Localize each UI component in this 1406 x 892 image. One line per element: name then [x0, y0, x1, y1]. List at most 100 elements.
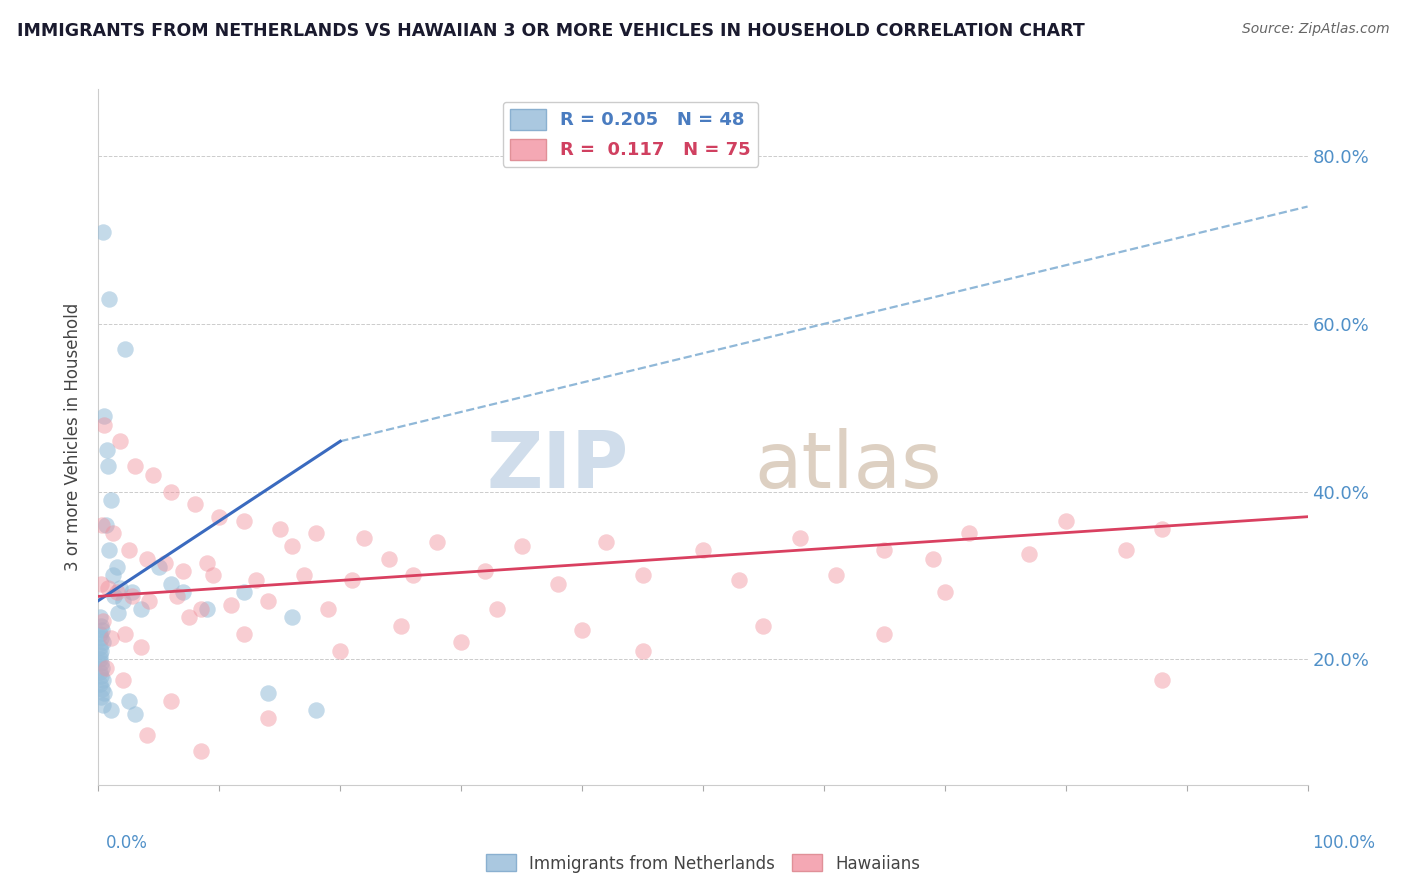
Point — [1018, 548, 1040, 562]
Point — [90, 644, 112, 658]
Point — [232, 514, 254, 528]
Point — [1152, 673, 1174, 688]
Point — [631, 568, 654, 582]
Point — [208, 509, 231, 524]
Point — [101, 568, 124, 582]
Point — [90, 618, 112, 632]
Point — [426, 534, 449, 549]
Point — [245, 573, 267, 587]
Point — [121, 590, 143, 604]
Point — [108, 434, 131, 449]
Point — [91, 225, 114, 239]
Point — [138, 593, 160, 607]
Point — [124, 459, 146, 474]
Text: ZIP: ZIP — [486, 428, 628, 504]
Point — [89, 627, 111, 641]
Point — [98, 292, 121, 306]
Point — [107, 606, 129, 620]
Point — [89, 677, 111, 691]
Point — [921, 551, 943, 566]
Point — [90, 669, 112, 683]
Point — [269, 522, 291, 536]
Y-axis label: 3 or more Vehicles in Household: 3 or more Vehicles in Household — [65, 303, 83, 571]
Point — [89, 610, 111, 624]
Point — [571, 623, 593, 637]
Point — [91, 660, 114, 674]
Point — [595, 534, 617, 549]
Point — [93, 409, 115, 424]
Point — [316, 602, 339, 616]
Point — [100, 702, 122, 716]
Point — [389, 618, 412, 632]
Point — [1152, 522, 1174, 536]
Point — [179, 610, 201, 624]
Point — [111, 673, 134, 688]
Text: IMMIGRANTS FROM NETHERLANDS VS HAWAIIAN 3 OR MORE VEHICLES IN HOUSEHOLD CORRELAT: IMMIGRANTS FROM NETHERLANDS VS HAWAIIAN … — [17, 22, 1084, 40]
Point — [450, 635, 472, 649]
Point — [873, 627, 896, 641]
Point — [172, 564, 194, 578]
Point — [103, 590, 125, 604]
Point — [129, 602, 152, 616]
Point — [96, 442, 118, 457]
Point — [281, 610, 304, 624]
Point — [91, 615, 114, 629]
Point — [305, 702, 328, 716]
Point — [873, 543, 896, 558]
Point — [105, 560, 128, 574]
Point — [232, 627, 254, 641]
Text: Source: ZipAtlas.com: Source: ZipAtlas.com — [1241, 22, 1389, 37]
Point — [160, 576, 183, 591]
Point — [142, 467, 165, 482]
Point — [91, 698, 114, 713]
Point — [202, 568, 225, 582]
Point — [89, 665, 111, 679]
Point — [195, 602, 218, 616]
Point — [153, 556, 176, 570]
Point — [160, 694, 183, 708]
Point — [114, 342, 136, 356]
Point — [190, 602, 212, 616]
Point — [184, 497, 207, 511]
Legend: R = 0.205   N = 48, R =  0.117   N = 75: R = 0.205 N = 48, R = 0.117 N = 75 — [502, 102, 758, 167]
Point — [281, 539, 304, 553]
Point — [342, 573, 364, 587]
Point — [692, 543, 714, 558]
Point — [90, 576, 112, 591]
Point — [94, 660, 117, 674]
Point — [789, 531, 811, 545]
Point — [118, 694, 141, 708]
Point — [1054, 514, 1077, 528]
Point — [752, 618, 775, 632]
Point — [111, 593, 134, 607]
Point — [305, 526, 328, 541]
Text: 0.0%: 0.0% — [105, 834, 148, 852]
Legend: Immigrants from Netherlands, Hawaiians: Immigrants from Netherlands, Hawaiians — [479, 847, 927, 880]
Point — [89, 640, 111, 654]
Point — [1115, 543, 1137, 558]
Point — [221, 598, 243, 612]
Point — [93, 686, 115, 700]
Point — [97, 581, 120, 595]
Point — [101, 526, 124, 541]
Point — [474, 564, 496, 578]
Point — [825, 568, 848, 582]
Point — [97, 459, 120, 474]
Point — [256, 711, 278, 725]
Point — [90, 632, 112, 646]
Point — [93, 417, 115, 432]
Point — [631, 644, 654, 658]
Point — [135, 551, 157, 566]
Point — [232, 585, 254, 599]
Point — [353, 531, 375, 545]
Point — [91, 635, 114, 649]
Point — [135, 728, 157, 742]
Point — [166, 590, 188, 604]
Point — [329, 644, 352, 658]
Point — [728, 573, 751, 587]
Point — [121, 585, 143, 599]
Point — [402, 568, 425, 582]
Point — [89, 648, 111, 662]
Point — [98, 543, 121, 558]
Point — [118, 543, 141, 558]
